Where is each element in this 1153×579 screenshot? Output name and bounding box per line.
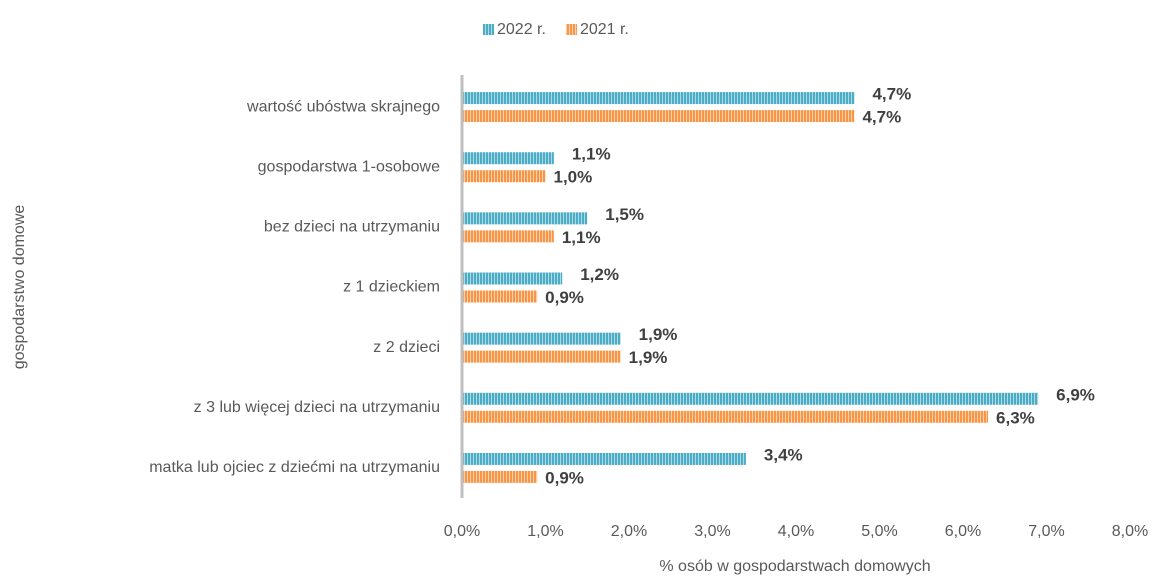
value-label: 1,2% xyxy=(580,265,619,284)
y-axis-title: gospodarstwo domowe xyxy=(11,205,28,370)
x-axis-title: % osób w gospodarstwach domowych xyxy=(659,558,930,575)
legend-swatch xyxy=(565,24,577,35)
value-label: 1,1% xyxy=(572,145,611,164)
x-tick-label: 5,0% xyxy=(861,523,897,540)
y-tick-label: z 3 lub więcej dzieci na utrzymaniu xyxy=(194,399,440,416)
y-tick-label: z 1 dzieckiem xyxy=(343,279,440,296)
legend-label: 2021 r. xyxy=(580,21,629,38)
value-label: 6,9% xyxy=(1056,385,1095,404)
value-label: 0,9% xyxy=(545,468,584,487)
bar xyxy=(462,350,621,363)
value-label: 1,9% xyxy=(639,325,678,344)
bar xyxy=(462,392,1039,405)
value-label: 1,1% xyxy=(562,228,601,247)
value-label: 3,4% xyxy=(764,445,803,464)
value-label: 4,7% xyxy=(872,85,911,104)
y-tick-label: matka lub ojciec z dziećmi na utrzymaniu xyxy=(149,459,440,476)
value-label: 4,7% xyxy=(862,108,901,127)
y-tick-label: wartość ubóstwa skrajnego xyxy=(246,98,440,115)
x-tick-label: 6,0% xyxy=(945,523,981,540)
bar xyxy=(462,110,855,123)
bar xyxy=(462,290,538,303)
bar xyxy=(462,410,989,423)
bar xyxy=(462,452,746,465)
legend-swatch xyxy=(483,24,494,35)
bar xyxy=(462,470,538,483)
x-tick-label: 0,0% xyxy=(444,523,480,540)
bar xyxy=(462,92,855,105)
value-label: 6,3% xyxy=(996,408,1035,427)
bar xyxy=(462,152,554,165)
x-tick-label: 4,0% xyxy=(778,523,814,540)
value-label: 1,5% xyxy=(605,205,644,224)
value-label: 1,9% xyxy=(629,348,668,367)
y-tick-label: bez dzieci na utrzymaniu xyxy=(264,219,440,236)
x-tick-label: 1,0% xyxy=(527,523,563,540)
y-tick-label: z 2 dzieci xyxy=(373,339,440,356)
value-label: 1,0% xyxy=(554,168,593,187)
x-tick-label: 7,0% xyxy=(1028,523,1064,540)
bar xyxy=(462,272,563,285)
y-tick-label: gospodarstwa 1-osobowe xyxy=(258,158,440,175)
x-tick-label: 2,0% xyxy=(611,523,647,540)
bar xyxy=(462,332,621,345)
x-tick-label: 8,0% xyxy=(1112,523,1148,540)
value-label: 0,9% xyxy=(545,288,584,307)
x-tick-label: 3,0% xyxy=(694,523,730,540)
bar xyxy=(462,170,546,183)
bar xyxy=(462,212,588,225)
legend-label: 2022 r. xyxy=(497,21,546,38)
bar xyxy=(462,230,554,243)
